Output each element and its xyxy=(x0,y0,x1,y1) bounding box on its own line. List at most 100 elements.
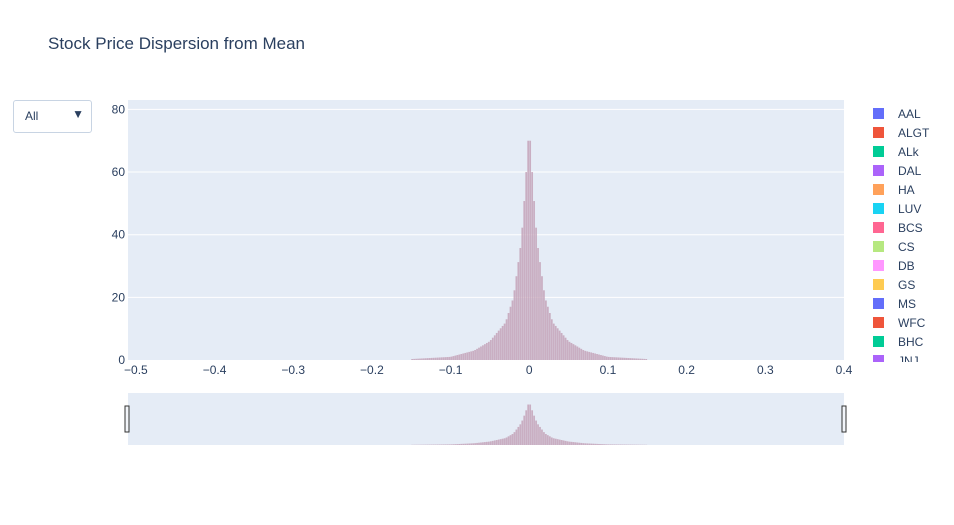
slider-preview-bar xyxy=(552,438,555,445)
histogram-bar xyxy=(470,351,473,360)
slider-preview-bar xyxy=(476,442,478,445)
x-tick-label: −0.3 xyxy=(281,363,305,377)
slider-preview-bar xyxy=(580,442,583,445)
range-slider-right-handle[interactable] xyxy=(841,405,847,433)
slider-preview-bar xyxy=(519,424,522,445)
histogram-bar xyxy=(489,340,492,360)
histogram-bar xyxy=(511,300,514,360)
histogram-bar xyxy=(458,354,461,360)
histogram-bar xyxy=(456,355,459,360)
slider-preview-bar xyxy=(444,444,447,445)
y-tick-label: 20 xyxy=(112,290,126,304)
legend-item[interactable]: LUV xyxy=(864,199,952,218)
legend-item[interactable]: ALk xyxy=(864,142,952,161)
histogram-bar xyxy=(438,357,441,360)
legend-swatch-icon xyxy=(873,127,884,138)
histogram-bar xyxy=(548,313,551,360)
slider-preview-bar xyxy=(592,443,594,445)
legend-item[interactable]: BHC xyxy=(864,332,952,351)
slider-preview-bar xyxy=(611,444,614,445)
histogram-bar xyxy=(484,344,486,360)
legend-item[interactable]: DB xyxy=(864,256,952,275)
legend-item[interactable]: AAL xyxy=(864,104,952,123)
slider-preview-bar xyxy=(590,443,593,445)
slider-preview-bar xyxy=(509,435,512,445)
slider-preview-bar xyxy=(574,442,577,445)
legend-swatch-icon xyxy=(873,298,884,309)
series-filter-dropdown[interactable]: All ▼ xyxy=(13,100,92,133)
histogram-bar xyxy=(556,328,559,360)
histogram-bar xyxy=(625,357,628,360)
slider-preview-bar xyxy=(570,441,573,445)
slider-preview-bar xyxy=(596,443,598,445)
legend-item[interactable]: CS xyxy=(864,237,952,256)
legend-item[interactable]: GS xyxy=(864,275,952,294)
slider-preview-bar xyxy=(442,444,445,445)
x-tick-label: 0.2 xyxy=(678,363,695,377)
histogram-bar xyxy=(493,335,496,360)
histogram-bar xyxy=(497,330,500,360)
histogram-bar xyxy=(505,319,508,360)
legend-swatch-icon xyxy=(873,165,884,176)
histogram-bar xyxy=(546,306,549,360)
slider-preview-bar xyxy=(556,439,559,445)
histogram-bar xyxy=(419,358,421,360)
x-tick-label: 0.3 xyxy=(757,363,774,377)
histogram-bar xyxy=(440,357,443,360)
histogram-bar xyxy=(621,357,624,360)
histogram-bar xyxy=(590,352,593,360)
slider-preview-bar xyxy=(568,441,571,445)
slider-preview-bar xyxy=(558,439,561,445)
histogram-bar xyxy=(562,335,565,360)
histogram-bar xyxy=(570,342,573,360)
histogram-bars xyxy=(411,140,648,360)
histogram-bar xyxy=(482,345,484,360)
slider-preview-bar xyxy=(543,432,545,445)
gridlines xyxy=(128,108,844,298)
slider-preview-bar xyxy=(472,443,474,445)
legend-swatch-icon xyxy=(873,222,884,233)
histogram-bar xyxy=(442,357,445,360)
range-slider[interactable] xyxy=(128,393,844,445)
histogram-bar xyxy=(566,340,569,360)
legend-item[interactable]: WFC xyxy=(864,313,952,332)
legend-swatch-icon xyxy=(873,146,884,157)
slider-preview-bar xyxy=(539,426,541,445)
slider-preview-bar xyxy=(600,444,602,445)
histogram-bar xyxy=(594,353,596,360)
legend-item[interactable]: BCS xyxy=(864,218,952,237)
slider-preview-bar xyxy=(501,438,504,445)
histogram-bar xyxy=(627,358,630,360)
range-slider-left-handle[interactable] xyxy=(124,405,130,433)
histogram-bar xyxy=(509,306,512,360)
range-slider-preview xyxy=(411,404,648,445)
legend-item[interactable]: MS xyxy=(864,294,952,313)
histogram-bar xyxy=(472,350,474,360)
histogram-bar xyxy=(535,227,537,360)
slider-preview-bar xyxy=(586,443,589,445)
histogram-bar xyxy=(491,337,494,360)
histogram-bar xyxy=(464,352,467,360)
histogram-bar xyxy=(423,358,425,360)
slider-preview-bar xyxy=(594,443,596,445)
legend-label: GS xyxy=(898,278,916,292)
histogram-bar xyxy=(564,337,567,360)
histogram-bar xyxy=(639,358,642,360)
legend-item[interactable]: JNJ xyxy=(864,351,952,362)
histogram-bar xyxy=(588,351,591,360)
slider-preview-bar xyxy=(531,410,534,445)
slider-preview-bar xyxy=(562,440,565,445)
legend-label: DB xyxy=(898,259,915,273)
legend-item[interactable]: DAL xyxy=(864,161,952,180)
histogram-bar xyxy=(613,357,616,360)
legend-item[interactable]: HA xyxy=(864,180,952,199)
histogram-bar xyxy=(635,358,638,360)
slider-preview-bar xyxy=(529,404,532,445)
slider-preview-bar xyxy=(525,410,528,445)
histogram-bar xyxy=(558,330,561,360)
histogram-bar xyxy=(602,355,604,360)
histogram-bar xyxy=(537,248,539,360)
slider-preview-bar xyxy=(521,420,524,445)
slider-preview-bar xyxy=(523,415,526,445)
legend-item[interactable]: ALGT xyxy=(864,123,952,142)
